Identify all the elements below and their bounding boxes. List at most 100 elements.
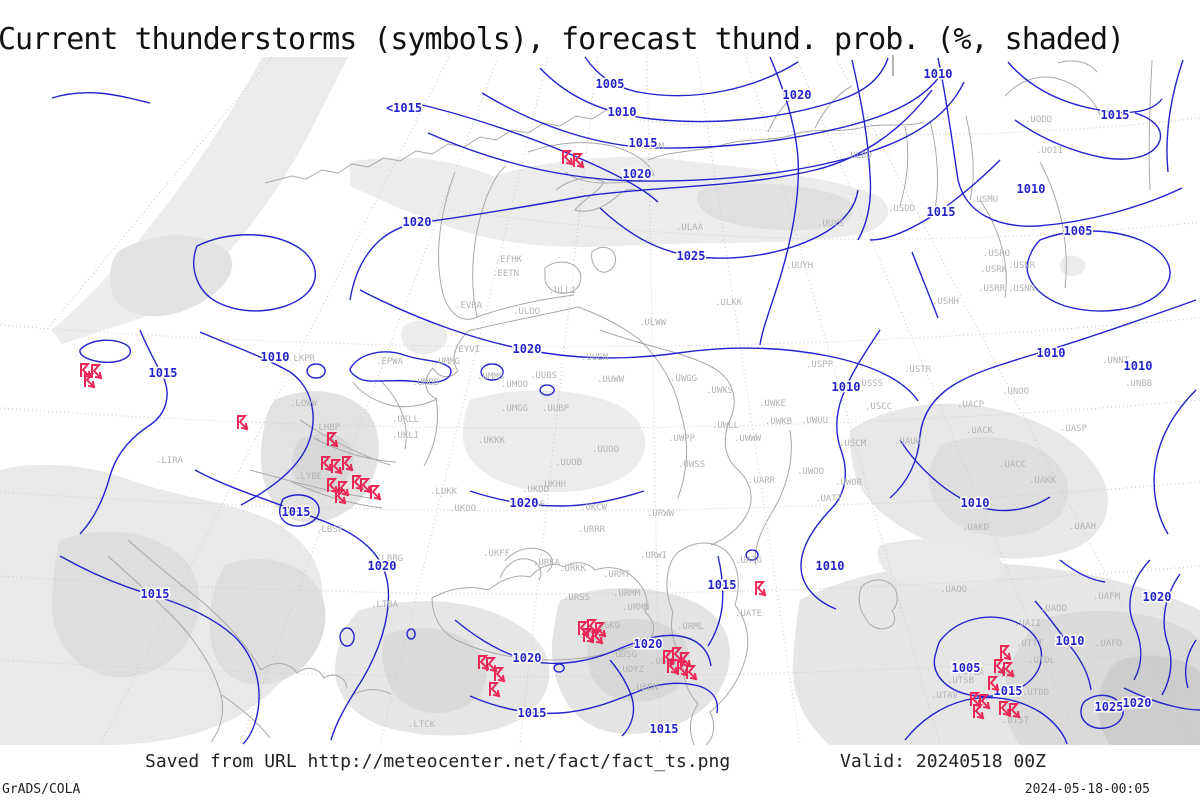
- isobar-label: <1015: [386, 101, 422, 115]
- isobar-label: 1020: [368, 559, 397, 573]
- station-label: .USRK: [980, 265, 1008, 275]
- station-label: .EVRA: [455, 301, 483, 311]
- station-label: .UWUU: [801, 416, 828, 426]
- station-label: .UKLI: [392, 431, 419, 441]
- station-label: .UWLL: [712, 421, 739, 431]
- station-label: .UKCW: [580, 503, 608, 513]
- station-label: .UAUU: [894, 437, 921, 447]
- isobar-label: 1020: [1123, 696, 1152, 710]
- station-label: .UKKK: [478, 436, 506, 446]
- isobar-label: 1015: [650, 722, 679, 736]
- station-label: .URWW: [647, 509, 675, 519]
- footer-timestamp: 2024-05-18-00:05: [1024, 782, 1150, 797]
- station-label: .UAFO: [1095, 639, 1122, 649]
- station-label: .LTCK: [408, 720, 436, 730]
- station-label: .UTDD: [1022, 688, 1049, 698]
- station-label: .UAFM: [1093, 592, 1121, 602]
- station-label: .UTKK: [1056, 636, 1084, 646]
- station-label: .UTDL: [1028, 656, 1055, 666]
- station-label: .ULKK: [715, 298, 743, 308]
- station-label: .UDYZ: [617, 665, 645, 675]
- isobar-label: 1010: [832, 380, 861, 394]
- station-label: .ULLI: [549, 286, 576, 296]
- station-label: .UASP: [1060, 424, 1088, 434]
- station-label: .UKOO: [449, 504, 476, 514]
- station-label: .USRO: [983, 249, 1010, 259]
- station-label: .UAAH: [1069, 522, 1096, 532]
- station-label: .UAOO: [940, 585, 967, 595]
- isobar-label: 1015: [282, 505, 311, 519]
- isobar-label: 1020: [403, 215, 432, 229]
- isobar-label: 1020: [510, 496, 539, 510]
- station-label: .UTSB: [947, 676, 974, 686]
- station-label: .UWKE: [759, 399, 786, 409]
- station-label: .UKDE: [518, 500, 545, 510]
- station-label: .UATG: [735, 556, 762, 566]
- station-label: .LYBE: [295, 472, 322, 482]
- isobar-label: 1020: [513, 342, 542, 356]
- station-label: .UGTB: [631, 637, 658, 647]
- isobar-label: 1005: [1064, 224, 1093, 238]
- isobar-label: 1005: [596, 77, 625, 91]
- station-label: .UATE: [735, 609, 762, 619]
- station-label: .LBBG: [376, 554, 403, 564]
- station-label: .EYVI: [453, 345, 480, 355]
- isobar-label: 1015: [994, 684, 1023, 698]
- station-label: .LUKK: [430, 487, 458, 497]
- isobar-label: 1010: [1124, 359, 1153, 373]
- isobar-label: 1025: [1095, 700, 1124, 714]
- footer-valid-time: Valid: 20240518 00Z: [840, 751, 1046, 772]
- isobar-contours: [51, 56, 1200, 745]
- station-label: .USSS: [856, 379, 883, 389]
- station-label: .UAKD: [962, 523, 989, 533]
- isobar-label: 1015: [708, 578, 737, 592]
- station-label: .UATT: [815, 494, 843, 504]
- station-label: .UNOO: [1002, 387, 1029, 397]
- station-label: .UMMS: [477, 372, 504, 382]
- station-label: .UWOR: [835, 478, 863, 488]
- station-label: .UUYH: [786, 261, 813, 271]
- station-label: .USCM: [839, 439, 867, 449]
- station-label: .UTTT: [1016, 639, 1044, 649]
- isobar-label: 1010: [261, 350, 290, 364]
- station-label: .UODD: [1025, 115, 1052, 125]
- station-label: .UMGG: [501, 404, 528, 414]
- station-label: .EFHK: [495, 255, 523, 265]
- station-label: .URML: [677, 622, 704, 632]
- isobar-label: 1015: [1101, 108, 1130, 122]
- station-label: .USMU: [971, 195, 998, 205]
- station-label: .URWI: [640, 551, 667, 561]
- station-label: .ULWW: [639, 318, 667, 328]
- station-label: .UUEM: [581, 353, 609, 363]
- station-label: .USPP: [806, 360, 834, 370]
- station-label: .URKK: [559, 564, 587, 574]
- station-label: .EPWA: [376, 357, 404, 367]
- isobar-label: 1015: [927, 205, 956, 219]
- station-label: .UMMG: [433, 357, 460, 367]
- thunderstorm-icon: [91, 364, 102, 379]
- station-label: .UWKS: [706, 386, 733, 396]
- graticule: [0, 56, 1200, 746]
- station-label: .UAKK: [1029, 476, 1057, 486]
- station-label: .ULOO: [513, 307, 540, 317]
- isobar-label: 1010: [1037, 346, 1066, 360]
- station-label: .UACP: [957, 400, 985, 410]
- station-label: .LIRA: [156, 456, 184, 466]
- station-label: .URSS: [563, 593, 590, 603]
- station-label: .ULMM: [637, 142, 665, 152]
- isobar-label: 1015: [629, 136, 658, 150]
- station-label: .UADD: [1040, 604, 1067, 614]
- station-label: .UMBB: [412, 378, 439, 388]
- station-label: .UWWW: [734, 434, 762, 444]
- isobar-label: 1010: [816, 559, 845, 573]
- station-label: .UWOO: [797, 467, 824, 477]
- isobar-label: 1005: [952, 661, 981, 675]
- isobar-label: 1015: [141, 587, 170, 601]
- station-label: .UWKB: [765, 417, 792, 427]
- isobar-label: 1025: [677, 249, 706, 263]
- station-label: .UWSS: [678, 460, 705, 470]
- station-label: .UUOB: [555, 458, 582, 468]
- footer-generator: GrADS/COLA: [2, 782, 81, 797]
